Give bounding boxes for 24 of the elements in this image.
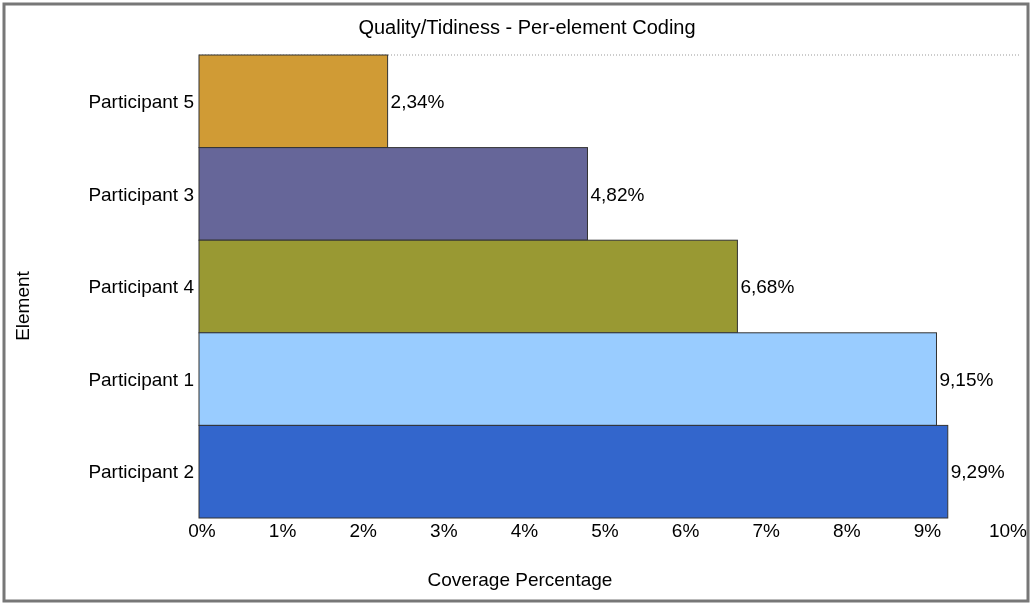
data-label: 9,29% [950,461,1005,483]
data-label: 9,15% [939,368,994,390]
x-tick-label: 8% [833,520,861,541]
y-tick-label: Participant 4 [88,276,195,298]
x-tick-label: 2% [349,520,378,541]
data-label: 4,82% [590,183,645,205]
y-tick-label: Participant 2 [88,461,194,483]
x-tick-label: 7% [752,520,781,541]
data-label: 6,68% [740,276,795,298]
x-tick-label: 6% [671,520,700,541]
x-tick-label: 5% [591,520,619,541]
x-tick-label: 0% [188,520,216,541]
y-tick-label: Participant 1 [88,368,194,390]
x-axis-title: Coverage Percentage [427,569,613,590]
y-tick-label: Participant 3 [88,183,194,205]
data-label: 2,34% [390,90,445,112]
x-tick-label: 3% [430,520,458,541]
x-tick-label: 10% [988,520,1028,541]
chart-title: Quality/Tidiness - Per-element Coding [358,16,696,38]
x-tick-label: 1% [268,520,297,541]
x-tick-label: 9% [913,520,942,541]
y-tick-label: Participant 5 [88,90,194,112]
y-axis-title: Element [12,270,33,341]
x-tick-label: 4% [510,520,539,541]
